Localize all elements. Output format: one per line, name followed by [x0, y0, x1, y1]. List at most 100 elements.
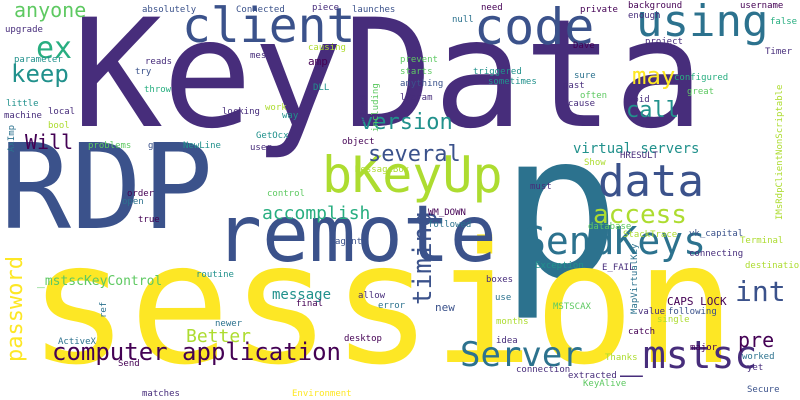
cloud-word: database — [588, 222, 632, 232]
cloud-word: Thanks — [605, 353, 638, 363]
cloud-word: past — [563, 81, 585, 91]
cloud-word: several — [368, 142, 461, 167]
cloud-word: Dave — [573, 41, 595, 51]
cloud-word: configured — [674, 73, 729, 83]
cloud-word: yet — [747, 363, 764, 373]
cloud-word: single — [657, 315, 690, 325]
cloud-word: user — [250, 143, 272, 153]
cloud-word: control — [267, 189, 305, 199]
cloud-word: go — [148, 141, 159, 151]
cloud-word: _mstsc — [620, 333, 758, 377]
cloud-word: MSTSCAX — [553, 302, 591, 312]
cloud-word: locking — [222, 107, 260, 117]
cloud-word: reads — [145, 57, 173, 67]
cloud-word: Exception — [535, 261, 584, 271]
cloud-word: RDP — [0, 118, 214, 256]
cloud-word: HRESULT — [620, 151, 658, 161]
cloud-word: Show — [584, 158, 606, 168]
cloud-word: sometimes — [488, 77, 537, 87]
cloud-word: true — [138, 215, 160, 225]
cloud-word: ex — [36, 31, 73, 66]
cloud-word: bool — [48, 121, 70, 131]
cloud-word: ActiveX — [58, 337, 96, 347]
cloud-word: try — [135, 67, 152, 77]
cloud-word: private — [580, 5, 618, 15]
cloud-word: including — [371, 83, 381, 132]
cloud-word: bKeyUp — [322, 146, 503, 204]
cloud-word: void — [628, 95, 650, 105]
cloud-word: work — [265, 103, 287, 113]
cloud-word: accomplish — [262, 203, 371, 224]
cloud-word: KeyAlive — [583, 379, 627, 389]
cloud-word: E_FAIL — [602, 263, 635, 273]
cloud-word: prevent — [400, 55, 438, 65]
cloud-word: value — [638, 307, 666, 317]
cloud-word: Environment — [292, 389, 352, 399]
cloud-word: cause — [568, 99, 596, 109]
cloud-word: throw — [144, 85, 172, 95]
cloud-word: agents — [335, 237, 368, 247]
cloud-word: catch — [628, 327, 656, 337]
cloud-word: access — [593, 200, 687, 230]
cloud-word: triggered — [473, 67, 522, 77]
cloud-word: WM_DOWN — [428, 208, 466, 218]
cloud-word: connection — [516, 365, 571, 375]
cloud-word: Will — [25, 130, 74, 154]
cloud-word: absolutely — [142, 5, 197, 15]
cloud-word: call — [626, 98, 679, 123]
cloud-word: parameter — [14, 55, 63, 65]
cloud-word: SendKeys — [523, 219, 707, 263]
cloud-word: anyone — [14, 0, 87, 22]
cloud-word: often — [580, 91, 608, 101]
cloud-word: MapVirtualKey — [630, 243, 640, 314]
cloud-word: StackTrace — [623, 230, 678, 240]
cloud-word: use — [495, 293, 512, 303]
cloud-word: order — [127, 189, 155, 199]
cloud-word: following — [668, 307, 717, 317]
cloud-word: piece — [312, 3, 340, 13]
cloud-word: newer — [215, 319, 243, 329]
cloud-word: version — [360, 110, 453, 135]
cloud-word: causing — [308, 43, 346, 53]
cloud-word: remote — [215, 190, 497, 280]
cloud-word: project — [645, 37, 683, 47]
cloud-word: local — [48, 107, 76, 117]
cloud-word: mess — [250, 51, 272, 61]
cloud-word: null — [452, 15, 474, 25]
cloud-word: major — [690, 343, 718, 353]
cloud-word: great — [687, 87, 715, 97]
cloud-word: lParam — [400, 93, 433, 103]
cloud-word: followed — [428, 220, 472, 230]
cloud-word: Timer — [765, 47, 793, 57]
cloud-word: IMsRdpClientNonScriptable — [775, 84, 785, 220]
cloud-word: must — [530, 182, 552, 192]
cloud-word: Secure — [747, 385, 780, 395]
cloud-word: password — [3, 256, 28, 362]
cloud-word: virtual servers — [573, 141, 700, 157]
cloud-word: months — [496, 317, 529, 327]
cloud-word: worked — [742, 352, 775, 362]
cloud-word: starts — [400, 67, 433, 77]
cloud-word: problems — [88, 141, 132, 151]
cloud-word: destination — [745, 261, 800, 271]
cloud-word: allow — [358, 291, 386, 301]
cloud-word: message — [272, 287, 332, 303]
cloud-word: new — [435, 301, 455, 314]
cloud-word: session — [28, 206, 737, 400]
cloud-word: upgrade — [5, 25, 43, 35]
cloud-word: using — [636, 0, 769, 47]
cloud-word: machine — [4, 111, 42, 121]
cloud-word: computer application — [52, 338, 341, 366]
cloud-word: code — [474, 0, 595, 56]
cloud-word: NewLine — [183, 141, 221, 151]
cloud-word: may — [632, 62, 676, 90]
cloud-word: background — [628, 1, 683, 11]
cloud-word: need — [481, 3, 503, 13]
cloud-word: open — [122, 197, 144, 207]
cloud-word: keep — [11, 60, 69, 88]
cloud-word: way — [282, 111, 299, 121]
cloud-word: AxImp — [7, 124, 17, 152]
cloud-word: MessageBox — [355, 165, 410, 175]
cloud-word: username — [740, 1, 784, 11]
cloud-word: connecting — [689, 249, 744, 259]
